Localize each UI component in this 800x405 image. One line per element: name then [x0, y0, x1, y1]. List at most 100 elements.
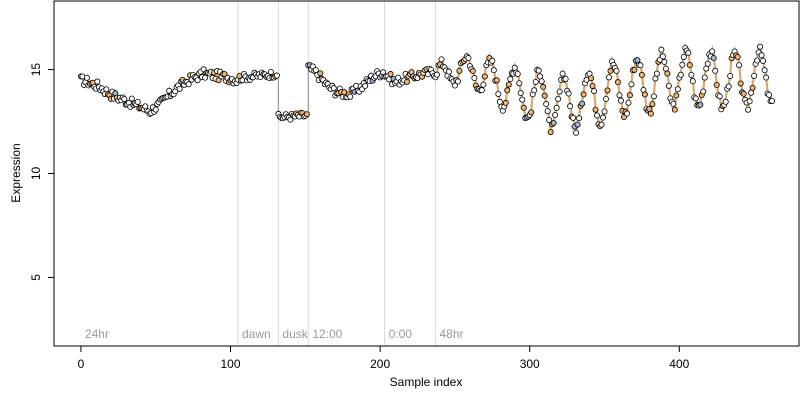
data-point [614, 79, 621, 86]
data-point [638, 71, 645, 78]
marker-label-3: 12:00 [312, 327, 342, 341]
data-point [540, 83, 547, 90]
data-point [734, 53, 741, 60]
data-point [538, 78, 545, 85]
data-point [83, 74, 90, 81]
data-point [688, 71, 695, 78]
data-point [559, 70, 566, 77]
data-point [570, 114, 577, 121]
marker-label-4: 0:00 [389, 327, 413, 341]
data-point [613, 67, 620, 74]
data-point [580, 91, 587, 98]
data-point [317, 70, 324, 77]
data-point [552, 112, 559, 119]
data-point [152, 106, 159, 113]
data-point [514, 70, 521, 77]
data-point [686, 62, 693, 69]
y-axis: 5 10 15 [29, 63, 55, 281]
data-point [631, 66, 638, 73]
data-point [704, 60, 711, 67]
data-point [626, 92, 633, 99]
data-point [679, 61, 686, 68]
data-point [445, 68, 452, 75]
data-point [465, 54, 472, 61]
data-point [433, 71, 440, 78]
data-point [507, 76, 514, 83]
data-point [565, 90, 572, 97]
data-point [576, 115, 583, 122]
data-point [471, 75, 478, 82]
data-point [664, 70, 671, 77]
data-point [562, 75, 569, 82]
data-point [623, 110, 630, 117]
data-point [469, 68, 476, 75]
data-point [103, 86, 110, 93]
data-point [490, 67, 497, 74]
data-point [387, 71, 394, 78]
data-point [670, 100, 677, 107]
x-axis-title: Sample index [390, 375, 463, 389]
data-point [661, 58, 668, 65]
data-point [520, 104, 527, 111]
data-point [616, 92, 623, 99]
data-point [665, 82, 672, 89]
data-point [202, 74, 209, 81]
data-point [594, 112, 601, 119]
data-point [761, 67, 768, 74]
data-point [757, 43, 764, 50]
data-point [273, 72, 280, 79]
data-point [547, 129, 554, 136]
data-point [128, 95, 135, 102]
data-point [517, 90, 524, 97]
x-tick-label-3: 300 [520, 357, 540, 371]
x-axis: 0 100 200 300 400 [78, 345, 690, 371]
data-point [574, 121, 581, 128]
data-point [404, 78, 411, 85]
marker-label-0: 24hr [85, 327, 109, 341]
data-point [287, 116, 294, 123]
marker-label-1: dawn [242, 327, 271, 341]
data-point [617, 97, 624, 104]
y-tick-label-1: 10 [29, 167, 43, 181]
data-point [603, 95, 610, 102]
data-point [606, 74, 613, 81]
data-point [573, 129, 580, 136]
data-point [649, 101, 656, 108]
data-point [716, 93, 723, 100]
data-point [758, 52, 765, 59]
data-point [504, 87, 511, 94]
data-point [745, 106, 752, 113]
y-tick-label-0: 5 [29, 274, 43, 281]
data-point [94, 78, 101, 85]
data-point [658, 46, 665, 53]
x-tick-label-4: 400 [669, 357, 689, 371]
data-point [493, 77, 500, 84]
data-point [700, 88, 707, 95]
data-point [185, 81, 192, 88]
data-point [589, 82, 596, 89]
data-point [303, 111, 310, 118]
data-point [544, 108, 551, 115]
data-point [713, 82, 720, 89]
data-points [77, 43, 776, 136]
data-point [553, 104, 560, 111]
data-point [701, 74, 708, 81]
data-point [550, 119, 557, 126]
data-point [712, 67, 719, 74]
data-point [673, 92, 680, 99]
data-point [330, 85, 337, 92]
data-point [543, 101, 550, 108]
data-point [592, 106, 599, 113]
data-point [221, 71, 228, 78]
data-point [748, 89, 755, 96]
data-point [722, 98, 729, 105]
data-point [763, 74, 770, 81]
data-point [567, 103, 574, 110]
y-tick-label-2: 15 [29, 63, 43, 77]
data-point [555, 96, 562, 103]
data-point [749, 84, 756, 91]
data-point [650, 93, 657, 100]
data-point [588, 75, 595, 82]
